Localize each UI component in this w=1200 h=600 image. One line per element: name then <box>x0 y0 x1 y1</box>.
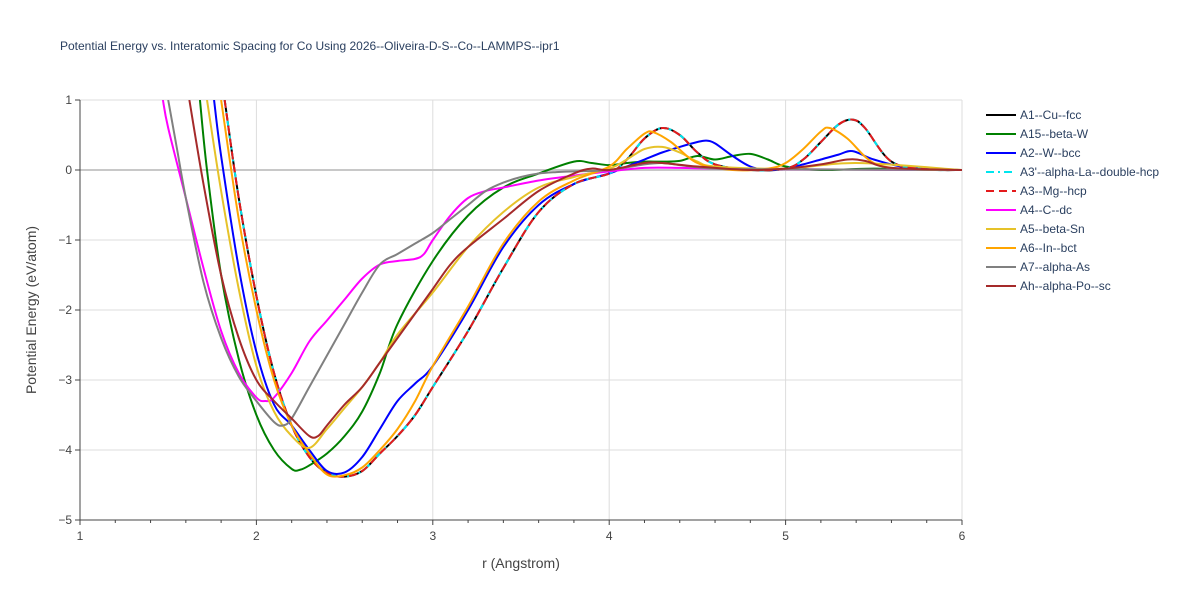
legend-item[interactable]: A15--beta-W <box>986 127 1089 141</box>
legend-item[interactable]: A1--Cu--fcc <box>986 108 1081 122</box>
y-tick-label: −2 <box>58 303 72 317</box>
legend-label: A3--Mg--hcp <box>1020 184 1087 198</box>
x-axis-title: r (Angstrom) <box>482 555 560 571</box>
series-line-ah-alpha-po-sc <box>188 100 962 439</box>
series-line-a3-mg-hcp <box>223 100 962 478</box>
x-tick-label: 6 <box>959 529 966 543</box>
x-tick-label: 2 <box>253 529 260 543</box>
series-line-a2-w-bcc <box>213 100 962 475</box>
legend-label: A2--W--bcc <box>1020 146 1080 160</box>
series-line-a15-beta-w <box>198 100 962 472</box>
series-line-a4-c-dc <box>161 100 962 403</box>
legend-item[interactable]: A4--C--dc <box>986 203 1072 217</box>
legend-label: Ah--alpha-Po--sc <box>1020 279 1111 293</box>
legend-label: A3'--alpha-La--double-hcp <box>1020 165 1159 179</box>
y-tick-label: 0 <box>65 163 72 177</box>
legend-item[interactable]: A5--beta-Sn <box>986 222 1085 236</box>
series-layer <box>161 100 962 478</box>
x-tick-label: 5 <box>782 529 789 543</box>
y-tick-label: 1 <box>65 93 72 107</box>
series-line-a6-in-bct <box>220 100 962 478</box>
legend-item[interactable]: A3'--alpha-La--double-hcp <box>986 165 1159 179</box>
tick-layer: 1 2 3 4 5 6 −5 −4 −3 −2 −1 0 1 <box>58 93 965 543</box>
legend-item[interactable]: A3--Mg--hcp <box>986 184 1087 198</box>
x-tick-label: 4 <box>606 529 613 543</box>
x-tick-label: 3 <box>429 529 436 543</box>
legend-label: A6--In--bct <box>1020 241 1077 255</box>
chart-title: Potential Energy vs. Interatomic Spacing… <box>60 39 560 53</box>
legend-label: A7--alpha-As <box>1020 260 1090 274</box>
legend-item[interactable]: A2--W--bcc <box>986 146 1080 160</box>
legend-item[interactable]: Ah--alpha-Po--sc <box>986 279 1111 293</box>
legend-label: A5--beta-Sn <box>1020 222 1085 236</box>
y-axis-title: Potential Energy (eV/atom) <box>23 226 39 394</box>
y-tick-label: −5 <box>58 513 72 527</box>
legend-item[interactable]: A7--alpha-As <box>986 260 1090 274</box>
y-tick-label: −1 <box>58 233 72 247</box>
legend-label: A1--Cu--fcc <box>1020 108 1081 122</box>
legend-item[interactable]: A6--In--bct <box>986 241 1077 255</box>
legend[interactable]: A1--Cu--fcc A15--beta-W A2--W--bcc A3'--alp… <box>986 108 1159 293</box>
y-tick-label: −3 <box>58 373 72 387</box>
legend-label: A4--C--dc <box>1020 203 1072 217</box>
y-tick-label: −4 <box>58 443 72 457</box>
series-line-a7-alpha-as <box>167 100 962 427</box>
x-tick-label: 1 <box>77 529 84 543</box>
legend-label: A15--beta-W <box>1020 127 1089 141</box>
